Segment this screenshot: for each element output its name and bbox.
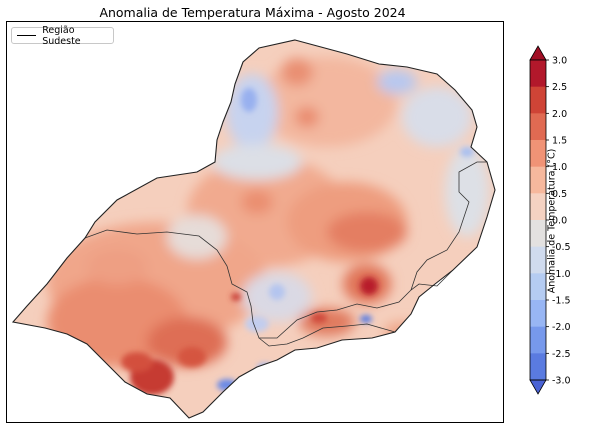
colorbar-label: Anomalia de Temperatura (°C) [546,148,558,294]
colorbar-segment [530,353,546,381]
colorbar-segment [530,220,546,248]
legend-label: Região Sudeste [42,24,81,47]
map-frame [6,21,504,423]
colorbar: 3.0 2.5 2.0 1.5 1.0 0.5 0.0 -0.5 -1.0 -1.5 -2.0 -2.… [525,40,590,400]
colorbar-tick-label: -2.0 [552,322,571,333]
colorbar-svg: 3.0 2.5 2.0 1.5 1.0 0.5 0.0 -0.5 -1.0 -1.5 -2.0 -2.… [529,45,571,395]
anomaly-map [11,39,496,419]
colorbar-tick-label: 3.0 [552,56,567,67]
colorbar-segment [530,193,546,221]
colorbar-segment [530,113,546,141]
colorbar-tick-label: 2.5 [552,82,567,93]
colorbar-tick-label: 0.5 [552,189,567,200]
colorbar-extend-bottom [529,379,547,395]
colorbar-tick-label: -1.0 [552,269,571,280]
colorbar-tick-label: -0.5 [552,242,571,253]
colorbar-segment [530,86,546,114]
map-legend: Região Sudeste [11,24,114,47]
colorbar-tick-label: -3.0 [552,376,571,387]
colorbar-tick-label: 1.5 [552,136,567,147]
colorbar-segment [530,246,546,274]
colorbar-segment [530,60,546,88]
anomaly-field [13,40,495,418]
colorbar-tick-label: -2.5 [552,349,571,360]
colorbar-segment [530,300,546,328]
state-borders [84,161,487,347]
colorbar-extend-top [529,45,547,61]
colorbar-tick-label: 2.0 [552,109,567,120]
colorbar-segment [530,166,546,194]
colorbar-tick-label: 0.0 [552,216,567,227]
colorbar-segment [530,273,546,301]
map-title: Anomalia de Temperatura Máxima - Agosto … [99,5,406,20]
colorbar-segment [530,326,546,354]
region-boundary [11,39,496,419]
legend-line-swatch [17,35,37,36]
colorbar-tick-label: -1.5 [552,296,571,307]
colorbar-tick-label: 1.0 [552,162,567,173]
colorbar-segment [530,140,546,168]
